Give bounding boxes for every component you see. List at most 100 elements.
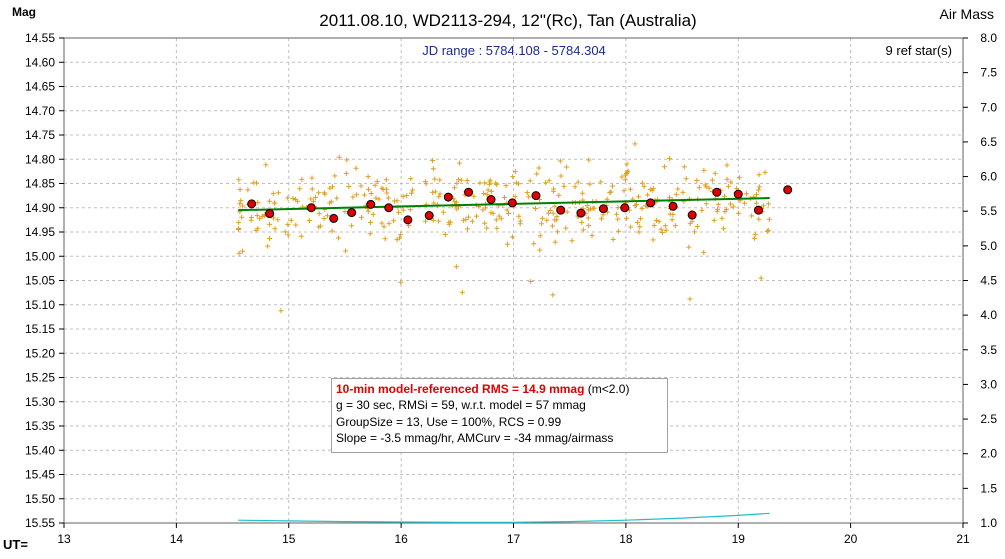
raw-point xyxy=(608,189,614,195)
raw-point xyxy=(400,207,406,213)
raw-point xyxy=(538,221,544,227)
raw-point xyxy=(533,205,539,211)
raw-point xyxy=(641,183,647,189)
raw-point xyxy=(237,201,243,207)
raw-point xyxy=(482,220,488,226)
y2-tick-label: 4.5 xyxy=(980,274,997,288)
raw-point xyxy=(719,215,725,221)
raw-point xyxy=(744,191,750,197)
raw-point xyxy=(756,216,762,222)
raw-point xyxy=(756,172,762,178)
raw-point xyxy=(334,195,340,201)
raw-point xyxy=(365,174,371,180)
y2-tick-label: 1.5 xyxy=(980,481,997,495)
raw-point xyxy=(367,231,373,237)
raw-point xyxy=(639,205,645,211)
raw-point xyxy=(536,165,542,171)
raw-point xyxy=(391,218,397,224)
raw-point xyxy=(516,213,522,219)
stats-line-1: g = 30 sec, RMSi = 59, w.r.t. model = 57… xyxy=(336,398,586,413)
raw-point xyxy=(297,186,303,192)
raw-point xyxy=(245,187,251,193)
raw-point xyxy=(278,308,284,314)
y2-tick-label: 3.0 xyxy=(980,377,997,391)
raw-point xyxy=(754,192,760,198)
raw-point xyxy=(236,219,242,225)
raw-point xyxy=(298,233,304,239)
raw-point xyxy=(432,176,438,182)
raw-point xyxy=(464,226,470,232)
raw-point xyxy=(432,189,438,195)
raw-point xyxy=(554,214,560,220)
raw-point xyxy=(236,225,242,231)
raw-point xyxy=(290,196,296,202)
raw-point xyxy=(385,195,391,201)
raw-point xyxy=(687,296,693,302)
raw-point xyxy=(672,223,678,229)
raw-point xyxy=(494,225,500,231)
raw-point xyxy=(372,182,378,188)
raw-point xyxy=(275,217,281,223)
raw-point xyxy=(306,217,312,223)
raw-point xyxy=(404,192,410,198)
raw-point xyxy=(463,217,469,223)
raw-point xyxy=(458,177,464,183)
raw-point xyxy=(366,186,372,192)
raw-point xyxy=(658,226,664,232)
raw-point xyxy=(517,218,523,224)
raw-point xyxy=(545,210,551,216)
raw-point xyxy=(266,198,272,204)
raw-point xyxy=(451,185,457,191)
raw-point xyxy=(563,225,569,231)
raw-point xyxy=(316,190,322,196)
raw-point xyxy=(635,219,641,225)
raw-point xyxy=(691,229,697,235)
raw-point xyxy=(528,278,534,284)
rms-headline: 10-min model-referenced RMS = 14.9 mmag … xyxy=(336,381,663,397)
raw-point xyxy=(299,176,305,182)
raw-point xyxy=(555,229,561,235)
raw-point xyxy=(724,176,730,182)
raw-point xyxy=(460,217,466,223)
raw-point xyxy=(295,198,301,204)
y-tick-label: 14.90 xyxy=(25,201,55,215)
y-tick-label: 15.55 xyxy=(25,516,55,530)
raw-point xyxy=(310,198,316,204)
raw-point xyxy=(526,194,532,200)
raw-point xyxy=(503,183,509,189)
raw-point xyxy=(270,191,276,197)
raw-point xyxy=(374,178,380,184)
y2-tick-label: 8.0 xyxy=(980,31,997,45)
trend-line xyxy=(238,197,770,212)
raw-point xyxy=(272,200,278,206)
raw-point xyxy=(384,190,390,196)
raw-point xyxy=(586,207,592,213)
raw-point xyxy=(675,186,681,192)
raw-point xyxy=(706,185,712,191)
raw-point xyxy=(712,170,718,176)
raw-point xyxy=(614,211,620,217)
binned-point xyxy=(306,203,316,213)
y2-tick-label: 4.0 xyxy=(980,308,997,322)
raw-point xyxy=(353,165,359,171)
raw-point xyxy=(765,201,771,207)
raw-point xyxy=(313,194,319,200)
raw-point xyxy=(373,195,379,201)
raw-point xyxy=(715,201,721,207)
raw-point xyxy=(453,264,459,270)
raw-point xyxy=(510,174,516,180)
raw-point xyxy=(316,211,322,217)
y-tick-label: 15.15 xyxy=(25,322,55,336)
y-tick-label: 14.75 xyxy=(25,128,55,142)
raw-point xyxy=(383,177,389,183)
raw-point xyxy=(408,190,414,196)
binned-point xyxy=(576,208,586,218)
raw-point xyxy=(436,194,442,200)
binned-point xyxy=(598,204,608,214)
raw-point xyxy=(669,217,675,223)
y2-tick-label: 2.0 xyxy=(980,447,997,461)
raw-point xyxy=(689,218,695,224)
raw-point xyxy=(446,221,452,227)
raw-point xyxy=(624,169,630,175)
